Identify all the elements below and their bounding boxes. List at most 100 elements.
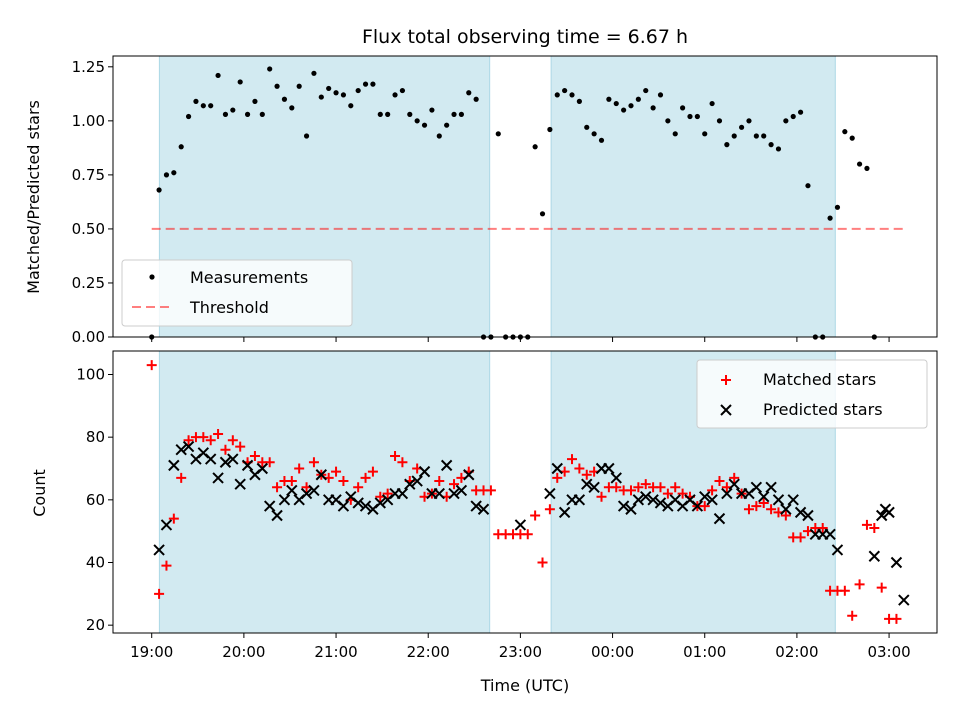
ratio-y-ticks: 0.00 0.25 0.50 0.75 1.00 1.25 — [72, 58, 113, 346]
y-tick-label: 0.25 — [72, 274, 105, 292]
measurement-point — [724, 142, 730, 148]
legend-x-marker — [720, 404, 732, 416]
matched-star-point — [146, 360, 157, 371]
measurement-point — [259, 111, 265, 117]
measurement-point — [761, 133, 767, 139]
legend-label-predicted: Predicted stars — [763, 400, 883, 419]
predicted-star-point — [359, 500, 372, 512]
predicted-star-point — [772, 494, 785, 506]
measurement-point — [466, 90, 472, 96]
predicted-star-point — [418, 465, 431, 478]
predicted-star-point — [617, 500, 630, 512]
legend-label-matched: Matched stars — [763, 370, 876, 389]
x-tick-label: 03:00 — [867, 643, 910, 661]
x-tick-label: 22:00 — [407, 643, 450, 661]
measurement-point — [539, 211, 546, 217]
count-y-axis-label: Count — [30, 469, 49, 517]
predicted-star-point — [477, 503, 490, 515]
matched-star-point — [574, 463, 585, 474]
measurement-point — [768, 142, 774, 148]
measurement-point — [407, 111, 413, 117]
measurement-point — [665, 118, 671, 124]
predicted-star-point — [610, 472, 622, 484]
matched-star-point — [530, 510, 541, 521]
matched-star-point — [390, 450, 401, 461]
predicted-star-point — [315, 469, 328, 481]
count-panel: 20 40 60 80 100 19:00 20:00 21:00 22:00 23:00 00:… — [30, 350, 938, 695]
matched-star-point — [611, 482, 622, 493]
matched-star-point — [397, 457, 408, 468]
matched-star-point — [434, 476, 445, 487]
matched-star-point — [876, 582, 887, 593]
legend-dot-marker — [149, 274, 155, 280]
matched-star-point — [449, 479, 460, 490]
x-axis-label: Time (UTC) — [480, 676, 569, 695]
predicted-star-point — [396, 487, 409, 500]
matched-star-point — [699, 501, 710, 512]
predicted-star-point — [750, 481, 763, 494]
predicted-star-point — [448, 487, 460, 500]
matched-star-point — [367, 466, 378, 477]
y-tick-label: 0.00 — [72, 328, 105, 346]
measurement-points — [149, 66, 877, 340]
predicted-star-point — [831, 544, 844, 556]
measurement-point — [414, 118, 420, 124]
predicted-star-point — [603, 462, 615, 475]
measurement-point — [318, 94, 324, 100]
measurement-point — [783, 118, 789, 124]
predicted-star-point — [875, 509, 888, 522]
measurement-point — [753, 133, 759, 139]
matched-star-point — [331, 466, 342, 477]
matched-star-point — [227, 435, 238, 446]
matched-star-point — [353, 482, 364, 493]
measurement-point — [775, 146, 782, 152]
matched-star-point — [360, 472, 371, 483]
measurement-point — [495, 131, 501, 137]
measurement-point — [849, 135, 855, 141]
legend-label-measurements: Measurements — [190, 268, 308, 287]
measurement-point — [687, 113, 693, 120]
matched-star-point — [891, 613, 902, 624]
matched-star-point — [625, 485, 636, 496]
measurement-point — [274, 83, 280, 89]
measurement-point — [716, 118, 723, 124]
predicted-star-point — [824, 528, 836, 541]
predicted-star-point — [728, 478, 740, 490]
measurement-point — [348, 103, 354, 109]
matched-star-point — [168, 513, 179, 524]
matched-star-point — [286, 476, 297, 487]
predicted-star-point — [640, 490, 652, 503]
y-tick-label: 1.00 — [72, 112, 105, 130]
matched-star-point — [743, 504, 754, 515]
measurement-point — [444, 122, 450, 128]
matched-star-point — [544, 504, 555, 515]
x-tick-label: 01:00 — [683, 643, 726, 661]
measurement-point — [171, 170, 177, 176]
ratio-legend: Measurements Threshold — [121, 259, 353, 327]
measurement-point — [731, 133, 737, 139]
observing-window-2 — [550, 55, 836, 338]
predicted-star-point — [463, 469, 475, 481]
predicted-star-point — [780, 503, 792, 515]
measurement-point — [451, 111, 457, 117]
predicted-star-point — [440, 459, 453, 472]
x-tick-label: 23:00 — [499, 643, 542, 661]
count-x-ticks: 19:00 20:00 21:00 22:00 23:00 00:00 01:00 02:00… — [130, 633, 911, 661]
measurement-point — [576, 98, 582, 104]
measurement-point — [178, 144, 184, 150]
matched-star-point — [795, 532, 806, 543]
matched-star-point — [729, 472, 740, 483]
measurement-point — [657, 92, 664, 98]
predicted-star-point — [256, 462, 269, 475]
measurement-point — [370, 81, 376, 87]
x-tick-label: 00:00 — [591, 643, 634, 661]
measurement-point — [163, 172, 170, 178]
measurement-point — [303, 133, 310, 139]
matched-star-point — [264, 457, 275, 468]
matched-star-point — [485, 485, 496, 496]
measurement-point — [569, 92, 575, 98]
matched-star-point — [205, 435, 216, 446]
measurement-point — [208, 103, 214, 109]
predicted-star-point — [581, 478, 593, 490]
matched-star-point — [581, 469, 592, 480]
